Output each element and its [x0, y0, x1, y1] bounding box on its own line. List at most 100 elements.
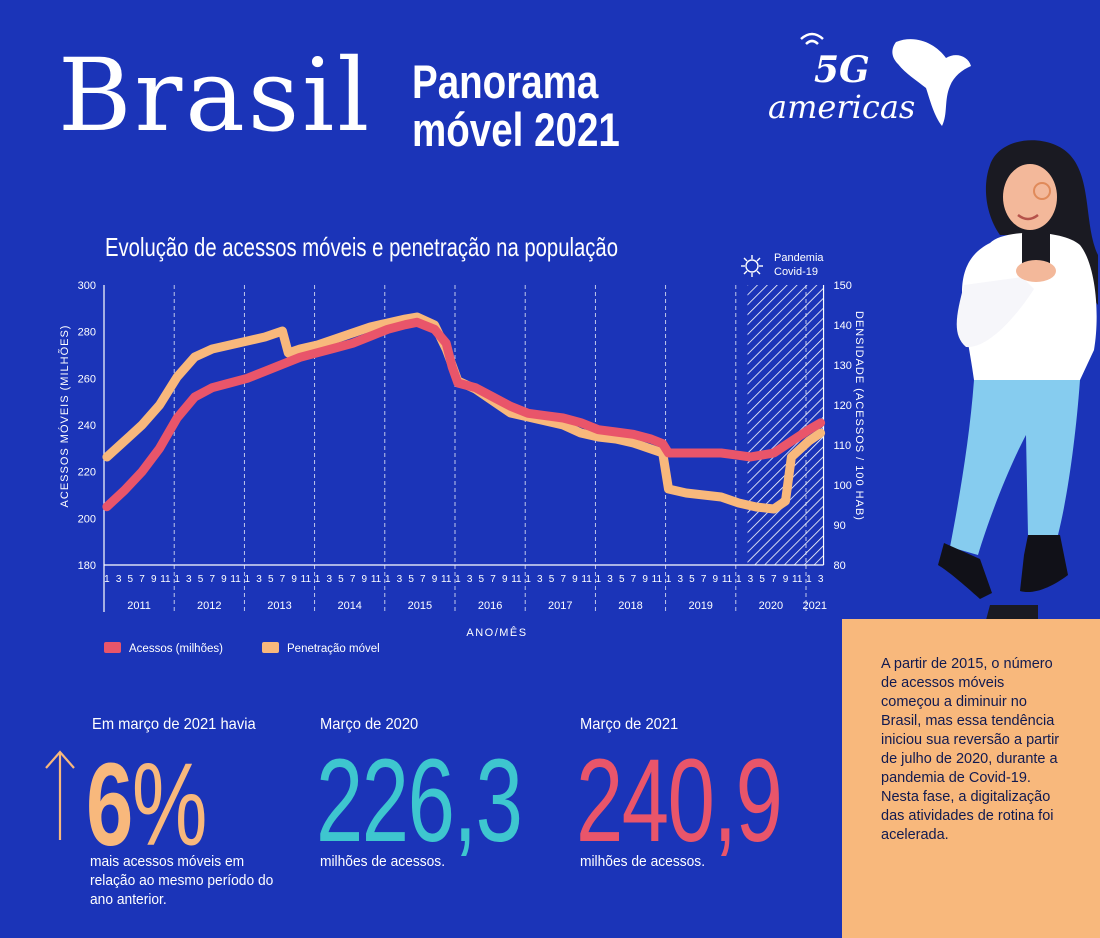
month-tick-label: 7: [490, 574, 496, 585]
month-tick-label: 5: [408, 574, 414, 585]
hands: [1016, 260, 1056, 282]
month-tick-label: 9: [151, 574, 157, 585]
phone-icon: [1022, 230, 1050, 270]
month-tick-label: 3: [748, 574, 754, 585]
month-tick-label: 5: [128, 574, 134, 585]
y-tick-right: 80: [834, 560, 846, 572]
month-tick-label: 11: [371, 574, 382, 585]
signal-icon: [800, 32, 824, 45]
month-tick-label: 11: [511, 574, 522, 585]
legend-label-acessos: Acessos (milhões): [129, 643, 223, 655]
month-tick-label: 1: [385, 574, 391, 585]
subtitle-line-2: móvel 2021: [412, 103, 620, 156]
legend-swatch-penetracao: [262, 642, 279, 653]
month-tick-label: 1: [104, 574, 110, 585]
stat-2-caption: milhões de acessos.: [320, 853, 446, 870]
arm: [956, 277, 1034, 348]
month-tick-label: 9: [783, 574, 789, 585]
legend-swatch-acessos: [104, 642, 121, 653]
y-tick-right: 110: [834, 440, 852, 452]
y-tick-right: 120: [834, 400, 852, 412]
year-tick-label: 2021: [803, 600, 827, 612]
year-tick-label: 2014: [337, 600, 361, 612]
month-tick-label: 11: [722, 574, 733, 585]
series-lines: [102, 312, 826, 514]
shoe-right: [1020, 535, 1068, 593]
shirt: [962, 232, 1097, 380]
year-tick-label: 2016: [478, 600, 502, 612]
month-tick-label: 1: [174, 574, 180, 585]
stat-1-label: Em março de 2021 havia: [92, 716, 256, 733]
stat-1-number: 6: [86, 739, 133, 871]
month-tick-label: 11: [792, 574, 803, 585]
month-tick-label: 3: [186, 574, 192, 585]
y-tick-right: 140: [834, 320, 852, 332]
subtitle-line-1: Panorama: [412, 55, 599, 108]
pandemic-annotation: Pandemia Covid-19: [741, 252, 824, 278]
chart-title: Evolução de acessos móveis e penetração …: [105, 232, 618, 262]
stat-1-caption: mais acessos móveis em relação ao mesmo …: [90, 853, 274, 908]
series-line-penetracao: [102, 312, 826, 514]
month-tick-label: 11: [652, 574, 663, 585]
month-tick-label: 9: [291, 574, 297, 585]
month-tick-label: 1: [736, 574, 742, 585]
month-tick-label: 7: [701, 574, 707, 585]
month-tick-label: 7: [771, 574, 777, 585]
woman-illustration: [938, 140, 1098, 620]
month-tick-label: 3: [397, 574, 403, 585]
month-tick-label: 5: [619, 574, 625, 585]
stat-1-unit: %: [131, 739, 208, 871]
month-tick-label: 9: [432, 574, 438, 585]
month-tick-label: 1: [596, 574, 602, 585]
month-tick-label: 5: [198, 574, 204, 585]
month-tick-label: 9: [713, 574, 719, 585]
y-tick-left: 280: [78, 327, 96, 339]
side-description: A partir de 2015, o número de acessos mó…: [881, 656, 1060, 843]
month-tick-label: 9: [572, 574, 578, 585]
month-tick-label: 9: [221, 574, 227, 585]
stat-3-value: 240,9: [576, 735, 783, 867]
year-tick-label: 2017: [548, 600, 572, 612]
5g-americas-logo: 5G americas: [768, 32, 971, 126]
year-tick-label: 2020: [759, 600, 783, 612]
y-tick-left: 240: [78, 420, 96, 432]
stat-3-caption: milhões de acessos.: [580, 853, 706, 870]
stat-2-label: Março de 2020: [320, 716, 419, 733]
month-tick-label: 5: [759, 574, 765, 585]
month-tick-label: 1: [666, 574, 672, 585]
glasses-icon: [1033, 182, 1051, 200]
x-axis-label: ANO/MÊS: [466, 626, 527, 639]
side-panel: [842, 619, 1100, 938]
year-tick-label: 2011: [127, 600, 151, 612]
y-tick-right: 100: [834, 480, 852, 492]
month-tick-label: 5: [268, 574, 274, 585]
month-tick-label: 3: [116, 574, 122, 585]
y-axis-label-right: DENSIDADE (ACESSOS / 100 HAB): [853, 311, 865, 521]
month-tick-label: 1: [315, 574, 321, 585]
y-tick-right: 150: [834, 280, 852, 292]
y-tick-right: 90: [834, 520, 846, 532]
month-tick-label: 7: [350, 574, 356, 585]
pandemic-label-1: Pandemia: [774, 252, 824, 264]
main-title: Brasil: [58, 37, 373, 154]
y-tick-right: 130: [834, 360, 852, 372]
month-tick-label: 5: [479, 574, 485, 585]
mouth: [1017, 213, 1039, 221]
year-tick-label: 2013: [267, 600, 291, 612]
month-tick-label: 5: [549, 574, 555, 585]
y-tick-left: 200: [78, 513, 96, 525]
month-tick-label: 3: [607, 574, 613, 585]
y-tick-left: 180: [78, 560, 96, 572]
month-tick-label: 7: [209, 574, 215, 585]
year-tick-label: 2018: [618, 600, 642, 612]
logo-americas-text: americas: [768, 88, 915, 126]
month-tick-label: 3: [537, 574, 543, 585]
month-tick-label: 3: [677, 574, 683, 585]
month-tick-label: 11: [230, 574, 241, 585]
month-tick-label: 1: [525, 574, 531, 585]
year-tick-label: 2012: [197, 600, 221, 612]
month-tick-label: 3: [326, 574, 332, 585]
pandemic-label-2: Covid-19: [774, 266, 818, 278]
arrow-up-icon: [45, 750, 75, 840]
